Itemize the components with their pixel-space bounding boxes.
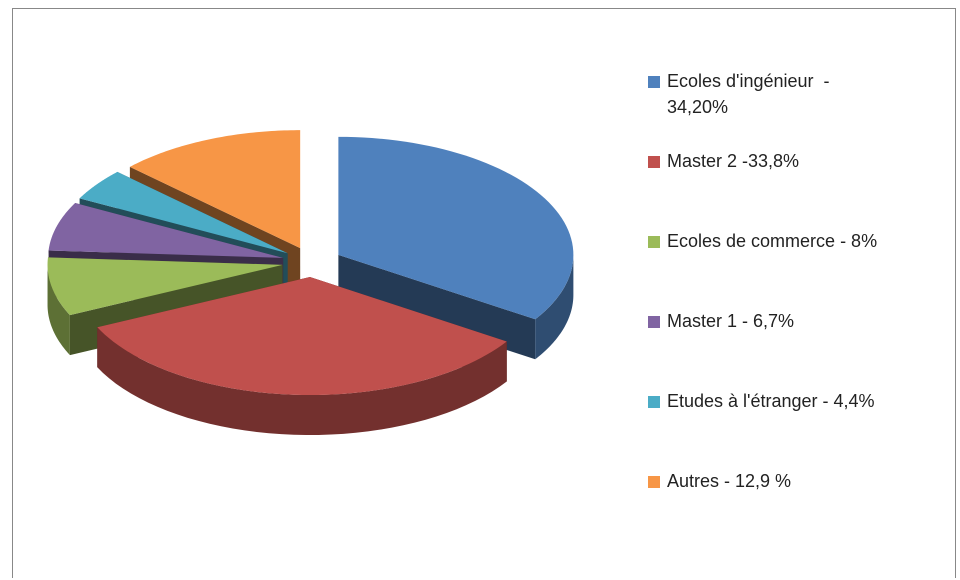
legend-swatch: [648, 236, 660, 248]
slice-top: [79, 171, 288, 254]
slice-top: [48, 203, 284, 258]
legend-swatch: [648, 76, 660, 88]
slice-top: [97, 277, 507, 396]
pie-slice: [338, 136, 574, 360]
legend-swatch: [648, 156, 660, 168]
slice-top: [129, 130, 301, 249]
pie-slice: [97, 277, 507, 436]
pie-plot: [47, 130, 574, 436]
slice-wall: [97, 327, 507, 436]
legend-label: Autres - 12,9 %: [667, 471, 792, 491]
slice-wall: [535, 254, 574, 360]
legend-swatch: [648, 396, 660, 408]
legend-label: Etudes à l'étranger - 4,4%: [667, 391, 875, 411]
slice-top: [47, 257, 283, 316]
chart-frame: [12, 8, 956, 578]
slice-side: [338, 254, 536, 360]
legend-swatch: [648, 316, 660, 328]
legend-label: Ecoles d'ingénieur - 34,20%: [667, 71, 835, 117]
legend-label: Master 1 - 6,7%: [667, 311, 795, 331]
legend-swatch: [648, 476, 660, 488]
legend-label: Master 2 -33,8%: [667, 151, 800, 171]
slice-wall: [47, 264, 70, 356]
legend-label: Ecoles de commerce - 8%: [667, 231, 878, 251]
slice-top: [338, 136, 574, 320]
